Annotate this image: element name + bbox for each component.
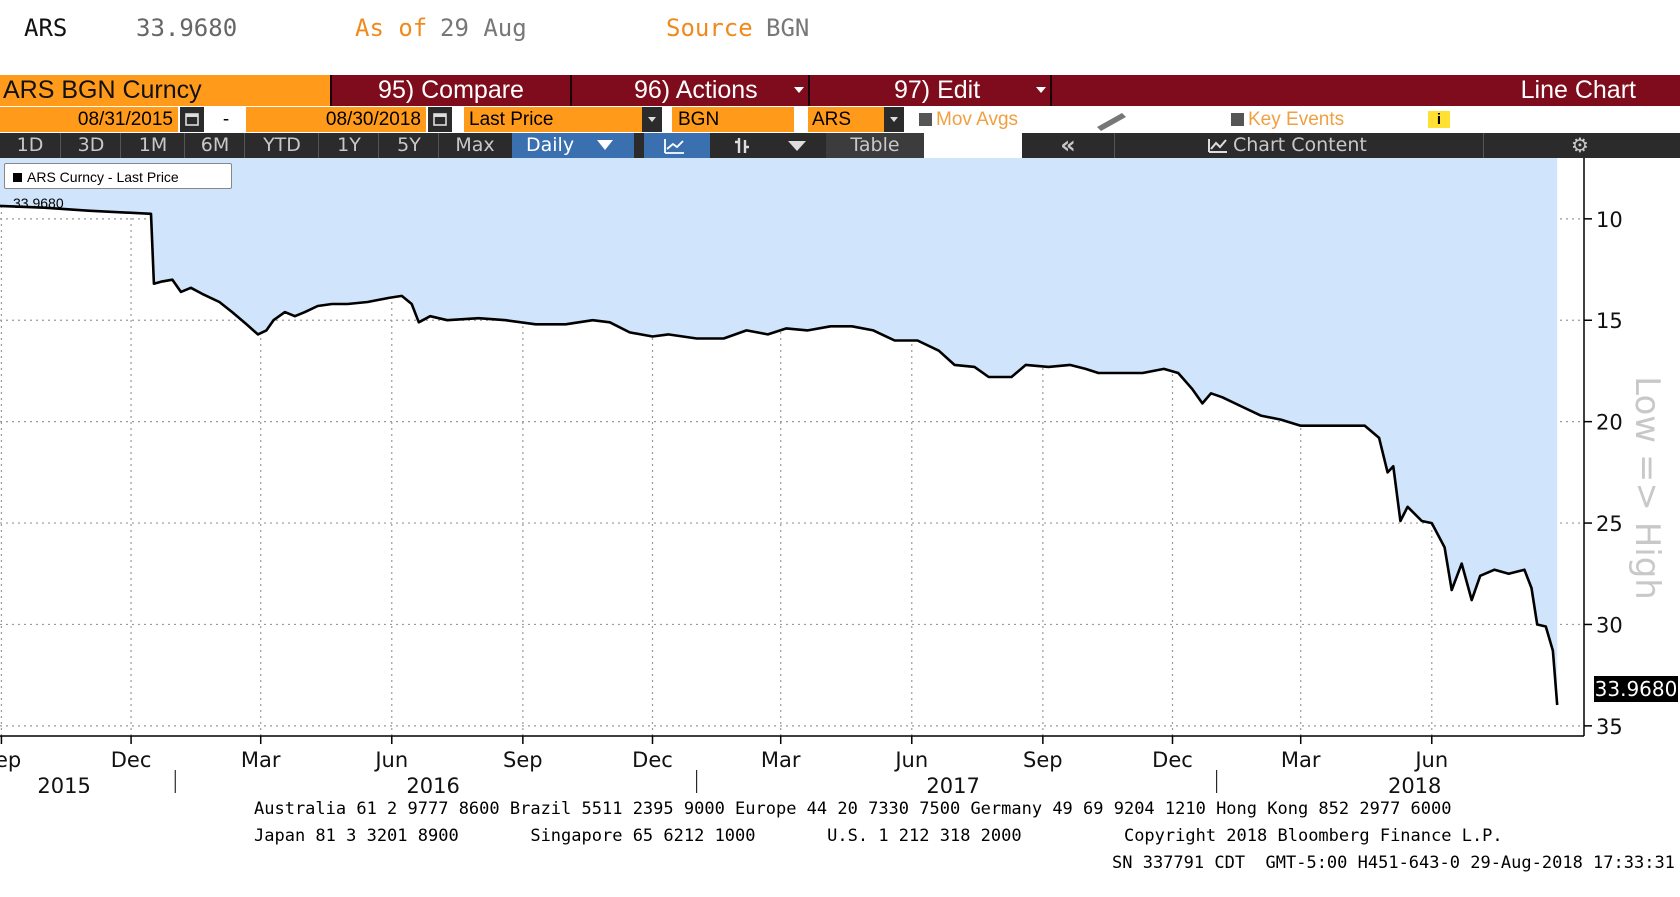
mov-avgs-label: Mov Avgs	[936, 109, 1019, 130]
price-line	[0, 204, 1559, 706]
legend-box[interactable]: ARS Curncy - Last Price 33.9680	[4, 163, 232, 211]
x-tick-label: Jun	[373, 748, 408, 772]
footer-line-3: SN 337791 CDT GMT-5:00 H451-643-0 29-Aug…	[1112, 853, 1675, 873]
y-tick-label: 15	[1596, 309, 1623, 333]
y-axis-ticks: 10 15 20 25 30 35	[1584, 208, 1623, 739]
x-tick-label: Dec	[632, 748, 673, 772]
y-tick-label: 30	[1596, 613, 1623, 637]
legend-swatch	[13, 173, 22, 182]
range-5y[interactable]: 5Y	[378, 133, 439, 158]
pencil-icon[interactable]	[1092, 107, 1132, 132]
range-1m[interactable]: 1M	[120, 133, 185, 158]
chevron-down-icon	[1036, 87, 1046, 93]
footer-line-2: Japan 81 3 3201 8900 Singapore 65 6212 1…	[254, 826, 1503, 846]
last-value-label: 33.9680	[1595, 677, 1678, 701]
source-field[interactable]: BGN	[672, 107, 794, 132]
chart-content-icon	[1208, 139, 1227, 153]
date-separator: -	[222, 109, 230, 130]
y-tick-label: 35	[1596, 715, 1623, 739]
chevron-down-icon[interactable]	[774, 133, 820, 158]
frequency-select[interactable]: Daily	[512, 133, 634, 158]
actions-menu[interactable]: 96) Actions	[572, 75, 808, 106]
frequency-label: Daily	[526, 134, 575, 156]
calendar-icon[interactable]	[180, 107, 204, 132]
range-1y[interactable]: 1Y	[318, 133, 379, 158]
x-year-label: 2015	[37, 774, 90, 793]
table-button[interactable]: Table	[826, 133, 924, 158]
range-6m[interactable]: 6M	[184, 133, 245, 158]
x-tick-label: Sep	[1023, 748, 1063, 772]
as-of-date: 29 Aug	[440, 14, 527, 42]
y-tick-label: 25	[1596, 512, 1623, 536]
chevron-down-icon	[597, 140, 613, 150]
x-tick-label: Mar	[1281, 748, 1321, 772]
x-tick-label: Jun	[893, 748, 928, 772]
edit-label: 97) Edit	[894, 76, 981, 104]
range-1d[interactable]: 1D	[16, 134, 44, 156]
x-tick-label: Mar	[241, 748, 281, 772]
key-events-label: Key Events	[1248, 109, 1345, 130]
end-date-field[interactable]: 08/30/2018	[246, 107, 426, 132]
bar-chart-icon[interactable]	[712, 133, 772, 158]
x-year-label: 2017	[926, 774, 979, 793]
as-of-label: As of	[355, 14, 428, 42]
range-bar: 1D 3D 1M 6M YTD 1Y 5Y Max Daily Table « …	[0, 133, 1680, 158]
x-tick-label: Mar	[761, 748, 801, 772]
blank-tab	[924, 133, 1022, 158]
x-year-label: 2016	[406, 774, 459, 793]
calendar-icon[interactable]	[428, 107, 452, 132]
chart-content-button[interactable]: Chart Content	[1114, 133, 1484, 158]
quote-header: ARS 33.9680 As of 29 Aug Source BGN	[0, 0, 1680, 62]
x-year-label: 2018	[1388, 774, 1441, 793]
chevron-down-icon[interactable]	[642, 107, 662, 132]
chevron-down-icon	[794, 87, 804, 93]
command-bar: ARS BGN Curncy 95) Compare 96) Actions 9…	[0, 75, 1680, 106]
currency-field[interactable]: ARS	[808, 107, 884, 132]
axis-title-low-high: Low => High	[1627, 376, 1667, 600]
range-ytd[interactable]: YTD	[244, 133, 319, 158]
chevron-down-icon[interactable]	[884, 107, 904, 132]
chart-content-label: Chart Content	[1233, 134, 1367, 156]
key-events-checkbox[interactable]	[1230, 107, 1246, 132]
info-icon[interactable]: i	[1428, 111, 1450, 128]
range-3d[interactable]: 3D	[60, 133, 121, 158]
last-price: 33.9680	[136, 14, 238, 42]
x-tick-label: Dec	[111, 748, 152, 772]
source-value: BGN	[766, 14, 810, 42]
actions-label: 96) Actions	[634, 76, 758, 104]
range-max[interactable]: Max	[438, 133, 511, 158]
field-select[interactable]: Last Price	[464, 107, 642, 132]
y-tick-label: 10	[1596, 208, 1623, 232]
x-tick-label: Sep	[0, 748, 21, 772]
security-field[interactable]: ARS BGN Curncy	[0, 75, 330, 106]
x-tick-label: Sep	[503, 748, 543, 772]
footer-line-1: Australia 61 2 9777 8600 Brazil 5511 239…	[254, 799, 1452, 819]
collapse-icon[interactable]: «	[1060, 131, 1076, 159]
mov-avgs-checkbox[interactable]	[918, 107, 934, 132]
chart-type-label: Line Chart	[1520, 76, 1636, 104]
edit-menu[interactable]: 97) Edit	[810, 75, 1050, 106]
start-date-field[interactable]: 08/31/2015	[0, 107, 178, 132]
source-label: Source	[666, 14, 753, 42]
ticker: ARS	[24, 14, 68, 42]
compare-button[interactable]: 95) Compare	[378, 76, 524, 104]
series-fill-area	[0, 158, 1558, 705]
x-axis-ticks: Sep Dec Mar Jun Sep Dec Mar Jun Sep Dec Mar Jun 2015…	[0, 736, 1448, 798]
last-value-badge: 33.9680	[1594, 676, 1678, 702]
legend-label: ARS Curncy - Last Price 33.9680	[13, 169, 179, 211]
gear-icon[interactable]: ⚙	[1571, 133, 1589, 157]
parameter-bar: 08/31/2015 - 08/30/2018 Last Price BGN A…	[0, 107, 1680, 132]
x-tick-label: Jun	[1413, 748, 1448, 772]
x-tick-label: Dec	[1152, 748, 1193, 772]
line-chart-icon[interactable]	[644, 133, 710, 158]
y-tick-label: 20	[1596, 411, 1623, 435]
